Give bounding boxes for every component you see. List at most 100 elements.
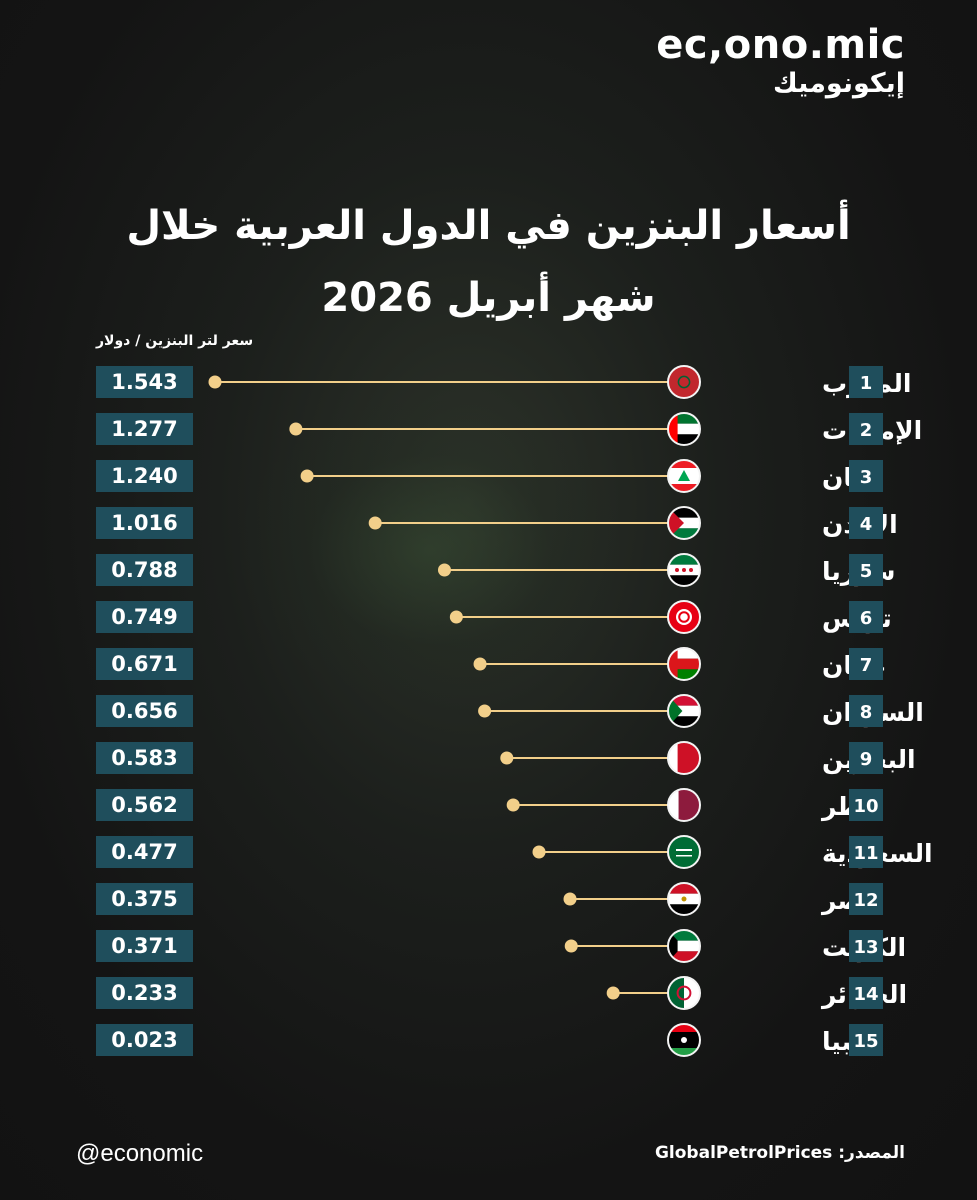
chart-row: 0.562قطر10	[96, 788, 883, 822]
rank-label: 3	[860, 467, 873, 488]
value-box	[96, 789, 193, 821]
flag-ring	[667, 600, 701, 634]
chart-title-line1: أسعار البنزين في الدول العربية خلال	[126, 203, 851, 249]
chart-row: 1.240لبنان3	[96, 459, 883, 493]
rank-box	[849, 742, 883, 774]
chart-row: 0.788سوريا5	[96, 553, 895, 587]
flag-ring	[667, 788, 701, 822]
background-glow	[240, 400, 620, 700]
logo-arabic: إيكونوميك	[773, 68, 905, 99]
flag-ring	[667, 976, 701, 1010]
chart-row: 0.583البحرين9	[96, 741, 916, 775]
rank-label: 2	[860, 420, 873, 441]
value-label: 0.233	[111, 981, 177, 1005]
rank-label: 6	[860, 608, 873, 629]
flag-ring	[667, 741, 701, 775]
value-label: 0.583	[111, 746, 177, 770]
algeria-flag-icon	[668, 977, 700, 1009]
value-box	[96, 1024, 193, 1056]
lebanon-flag-icon	[668, 460, 700, 492]
rank-box	[849, 789, 883, 821]
value-box	[96, 883, 193, 915]
value-label: 0.375	[111, 887, 177, 911]
value-label: 0.371	[111, 934, 177, 958]
value-box	[96, 601, 193, 633]
rank-label: 8	[860, 702, 873, 723]
value-box	[96, 695, 193, 727]
flag-ring	[667, 694, 701, 728]
value-label: 0.788	[111, 558, 177, 582]
unit-label: سعر لتر البنزين / دولار	[96, 333, 254, 349]
source-name: GlobalPetrolPrices	[654, 1143, 833, 1163]
rank-box	[849, 366, 883, 398]
flag-ring	[667, 459, 701, 493]
value-dot	[368, 516, 382, 530]
value-dot	[289, 422, 303, 436]
rank-label: 1	[860, 373, 873, 394]
rank-box	[849, 1024, 883, 1056]
rank-label: 5	[860, 561, 873, 582]
rank-box	[849, 460, 883, 492]
chart-row: 1.016الأردن4	[96, 506, 898, 540]
value-dot	[478, 704, 492, 718]
chart-row: 0.671عمان7	[96, 647, 887, 681]
chart-title-line2: شهر أبريل 2026	[321, 275, 656, 321]
flag-ring	[667, 1023, 701, 1057]
chart-row: 1.543المغرب1	[96, 365, 912, 399]
rank-label: 4	[860, 514, 873, 535]
libya-flag-icon	[668, 1024, 700, 1056]
value-label: 0.671	[111, 652, 177, 676]
chart-row: 0.477السعودية11	[96, 835, 933, 869]
flag-ring	[667, 882, 701, 916]
jordan-flag-icon	[668, 507, 700, 539]
syria-flag-icon	[668, 554, 700, 586]
chart-title: أسعار البنزين في الدول العربية خلال شهر …	[0, 190, 977, 334]
value-box	[96, 648, 193, 680]
value-box	[96, 930, 193, 962]
rank-box	[849, 507, 883, 539]
rank-box	[849, 930, 883, 962]
rank-box	[849, 413, 883, 445]
flag-ring	[667, 506, 701, 540]
value-label: 1.016	[111, 511, 177, 535]
value-dot	[564, 939, 578, 953]
value-dot	[437, 563, 451, 577]
value-dot	[449, 610, 463, 624]
rank-box	[849, 883, 883, 915]
brand-logo: ec,ono.mic إيكونوميك	[656, 22, 905, 100]
chart-row: 0.371الكويت13	[96, 929, 906, 963]
value-label: 0.023	[111, 1028, 177, 1052]
flag-ring	[667, 835, 701, 869]
rank-label: 10	[853, 796, 878, 817]
rank-box	[849, 695, 883, 727]
value-dot	[506, 798, 520, 812]
value-label: 1.240	[111, 464, 177, 488]
value-box	[96, 413, 193, 445]
chart-row: 0.656السودان8	[96, 694, 924, 728]
value-dot	[500, 751, 514, 765]
sudan-flag-icon	[668, 695, 700, 727]
logo-english: ec,ono.mic	[656, 22, 905, 68]
value-dot	[606, 986, 620, 1000]
value-label: 0.656	[111, 699, 177, 723]
flag-ring	[667, 929, 701, 963]
source-label: المصدر:	[838, 1143, 905, 1163]
chart-row: 1.277الإمارات2	[96, 412, 922, 446]
value-label: 0.749	[111, 605, 177, 629]
rank-box	[849, 554, 883, 586]
rank-box	[849, 648, 883, 680]
value-box	[96, 742, 193, 774]
value-box	[96, 460, 193, 492]
value-box	[96, 836, 193, 868]
value-box	[96, 554, 193, 586]
value-dot	[208, 375, 222, 389]
rank-label: 14	[853, 984, 878, 1005]
chart-row: 0.233الجزائر14	[96, 976, 907, 1010]
chart-row: 0.749تونس6	[96, 600, 892, 634]
rank-label: 7	[860, 655, 873, 676]
value-dot	[563, 892, 577, 906]
rank-box	[849, 836, 883, 868]
chart-row: 0.375مصر12	[96, 882, 883, 916]
